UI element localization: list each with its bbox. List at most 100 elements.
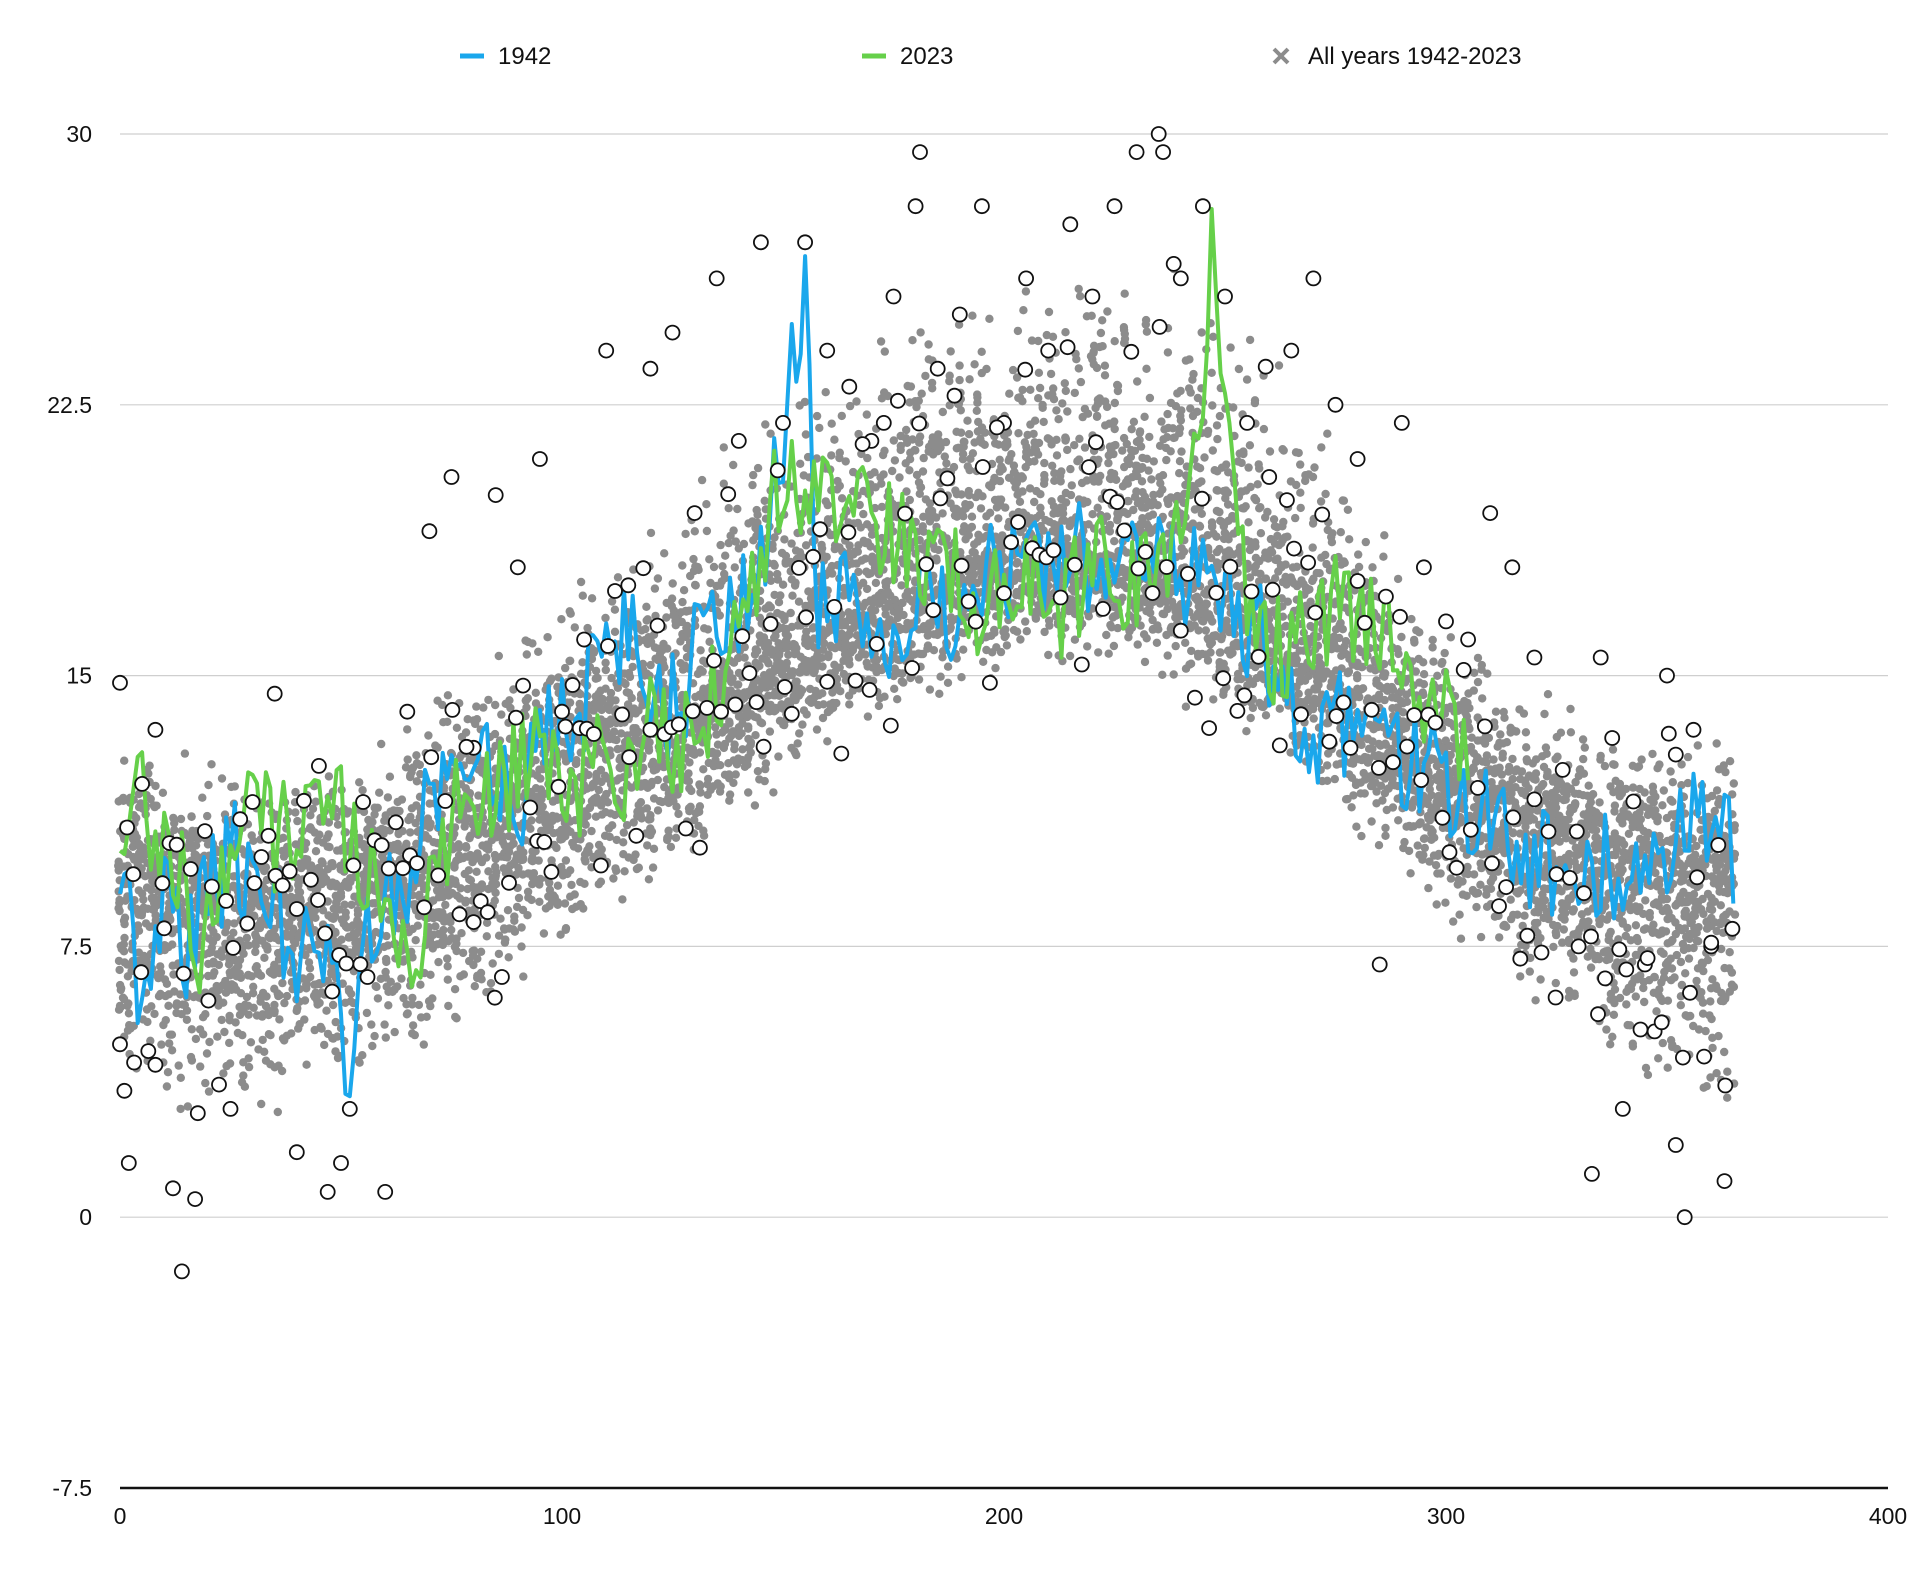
- scatter-cloud-point: [1096, 328, 1106, 338]
- scatter-cloud-point: [800, 397, 810, 407]
- scatter-cloud-point: [905, 495, 914, 505]
- scatter-cloud-point: [451, 1012, 460, 1022]
- scatter-cloud-point: [1018, 385, 1027, 395]
- scatter-cloud-point: [347, 900, 356, 909]
- scatter-cloud-point: [1095, 342, 1104, 352]
- scatter-cloud-point: [893, 695, 902, 704]
- scatter-cloud-point: [266, 1031, 275, 1040]
- scatter-cloud-point: [649, 844, 659, 853]
- scatter-cloud-point: [324, 772, 334, 781]
- scatter-cloud-point: [957, 490, 966, 499]
- scatter-cloud-point: [899, 610, 908, 620]
- scatter-cloud-point: [716, 782, 725, 791]
- scatter-cloud-point: [897, 581, 906, 590]
- scatter-cloud-point: [761, 420, 770, 429]
- scatter-cloud-point: [774, 598, 784, 607]
- scatter-cloud-point: [914, 675, 924, 684]
- scatter-cloud-point: [464, 866, 473, 875]
- scatter-cloud-point: [596, 877, 606, 886]
- scatter-cloud-point: [957, 673, 966, 682]
- scatter-cloud-point: [182, 1015, 192, 1024]
- scatter-cloud-point: [547, 674, 556, 683]
- scatter-cloud-point: [946, 347, 955, 356]
- scatter-cloud-point: [990, 628, 999, 637]
- scatter-cloud-point: [1110, 417, 1119, 426]
- scatter-cloud-point: [504, 953, 513, 962]
- scatter-cloud-point: [214, 960, 224, 970]
- scatter-cloud-point: [698, 667, 707, 676]
- scatter-cloud-point: [958, 455, 968, 464]
- scatter-cloud-point: [583, 846, 592, 855]
- scatter-cloud-point: [709, 562, 719, 572]
- scatter-cloud-point: [706, 785, 715, 795]
- scatter-cloud-point: [434, 957, 443, 967]
- scatter-cloud-point: [895, 473, 904, 482]
- scatter-cloud-point: [1061, 434, 1071, 444]
- scatter-cloud-point: [1034, 336, 1043, 346]
- scatter-cloud-point: [890, 456, 900, 465]
- scatter-cloud-point: [415, 760, 424, 770]
- scatter-cloud-point: [725, 790, 735, 799]
- scatter-cloud-point: [684, 769, 693, 778]
- scatter-cloud-point: [1065, 651, 1075, 661]
- scatter-cloud-point: [584, 770, 593, 780]
- scatter-cloud-point: [187, 812, 196, 821]
- scatter-cloud-point: [383, 793, 393, 802]
- scatter-cloud-point: [827, 419, 836, 428]
- scatter-cloud-point: [280, 998, 289, 1008]
- scatter-cloud-point: [301, 950, 310, 960]
- scatter-cloud-point: [262, 992, 271, 1001]
- scatter-cloud-point: [786, 667, 795, 677]
- scatter-cloud-point: [812, 411, 822, 421]
- scatter-cloud-point: [796, 689, 805, 698]
- scatter-cloud-point: [690, 527, 699, 536]
- scatter-cloud-point: [163, 1068, 173, 1077]
- scatter-cloud-point: [1083, 497, 1092, 507]
- scatter-cloud-point: [608, 821, 617, 830]
- scatter-cloud-point: [731, 770, 740, 779]
- scatter-cloud-point: [943, 678, 953, 687]
- scatter-cloud-point: [397, 795, 407, 804]
- scatter-cloud-point: [1014, 429, 1023, 438]
- scatter-cloud-point: [798, 720, 807, 729]
- scatter-cloud-point: [385, 772, 395, 781]
- scatter-cloud-point: [874, 701, 884, 711]
- scatter-cloud-point: [824, 650, 833, 659]
- scatter-cloud-point: [938, 407, 947, 417]
- scatter-cloud-point: [871, 578, 881, 588]
- scatter-cloud-point: [601, 665, 610, 675]
- scatter-cloud-point: [949, 462, 959, 472]
- scatter-cloud-point: [249, 836, 258, 845]
- scatter-cloud-point: [199, 1030, 208, 1039]
- scatter-cloud-point: [320, 1040, 329, 1050]
- scatter-cloud-point: [416, 980, 425, 989]
- scatter-cloud-point: [1111, 440, 1120, 450]
- scatter-cloud-point: [443, 962, 452, 971]
- scatter-cloud-point: [964, 531, 973, 540]
- scatter-cloud-point: [743, 760, 752, 769]
- scatter-cloud-point: [137, 911, 146, 920]
- scatter-cloud-point: [965, 500, 974, 510]
- scatter-cloud-point: [251, 930, 260, 939]
- scatter-cloud-point: [644, 875, 654, 884]
- scatter-cloud-point: [168, 940, 177, 949]
- scatter-cloud-point: [774, 651, 784, 660]
- scatter-cloud-point: [410, 1030, 419, 1040]
- scatter-cloud-point: [158, 788, 168, 797]
- scatter-cloud-point: [821, 388, 830, 397]
- scatter-cloud-point: [465, 875, 474, 884]
- scatter-cloud-point: [980, 428, 990, 437]
- scatter-cloud-point: [956, 428, 966, 437]
- scatter-cloud-point: [835, 448, 844, 457]
- scatter-cloud-point: [244, 1062, 254, 1072]
- scatter-cloud-point: [917, 389, 926, 398]
- scatter-cloud-point: [565, 607, 574, 616]
- scatter-cloud-point: [591, 674, 600, 683]
- scatter-cloud-point: [1083, 409, 1093, 418]
- scatter-cloud-point: [579, 904, 588, 913]
- scatter-cloud-point: [566, 866, 575, 875]
- scatter-cloud-point: [526, 824, 535, 833]
- scatter-cloud-point: [501, 935, 510, 944]
- scatter-cloud-point: [761, 759, 771, 768]
- scatter-cloud-point: [587, 594, 597, 603]
